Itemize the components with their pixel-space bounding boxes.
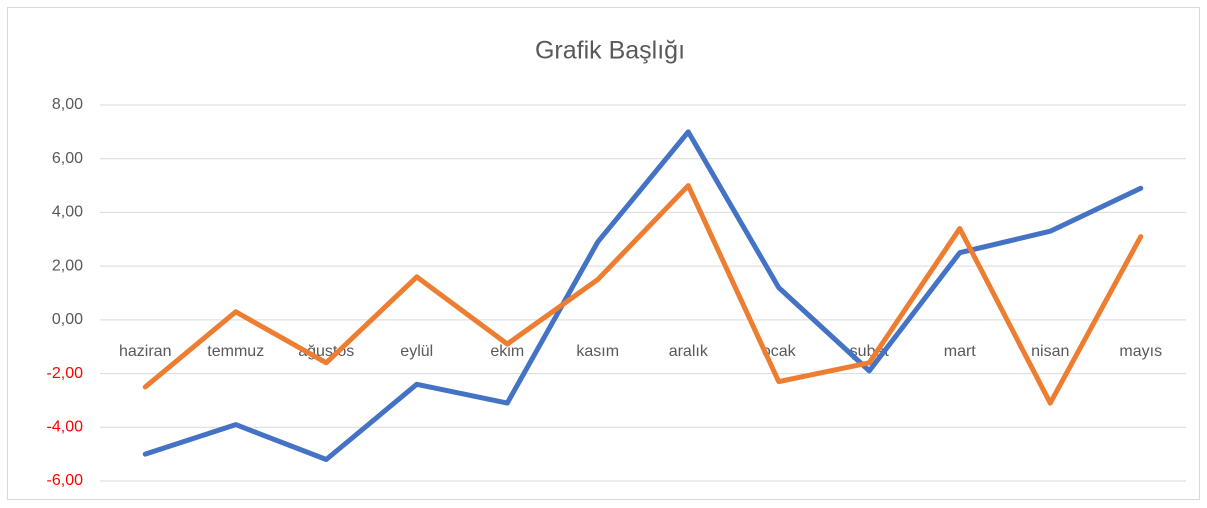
y-tick-label: -4,00 <box>47 419 84 436</box>
x-tick-label: haziran <box>119 343 171 360</box>
chart-title: Grafik Başlığı <box>535 37 685 65</box>
x-tick-label: mart <box>944 343 977 360</box>
y-tick-label: 6,00 <box>52 150 83 167</box>
y-tick-label: -2,00 <box>47 365 84 382</box>
series-line <box>142 183 1144 406</box>
x-tick-label: mayıs <box>1119 343 1162 360</box>
series-line <box>142 129 1144 463</box>
x-tick-label: nisan <box>1031 343 1069 360</box>
x-tick-label: kasım <box>576 343 619 360</box>
x-tick-label: eylül <box>400 343 433 360</box>
chart-border <box>7 7 1200 500</box>
x-tick-label: temmuz <box>207 343 264 360</box>
y-tick-label: 2,00 <box>52 257 83 274</box>
x-tick-label: ekim <box>490 343 524 360</box>
x-tick-label: aralık <box>669 343 709 360</box>
y-tick-label: -6,00 <box>47 472 84 489</box>
y-tick-label: 0,00 <box>52 311 83 328</box>
y-tick-label: 4,00 <box>52 204 83 221</box>
y-tick-label: 8,00 <box>52 96 83 113</box>
x-tick-label: ocak <box>762 343 797 360</box>
